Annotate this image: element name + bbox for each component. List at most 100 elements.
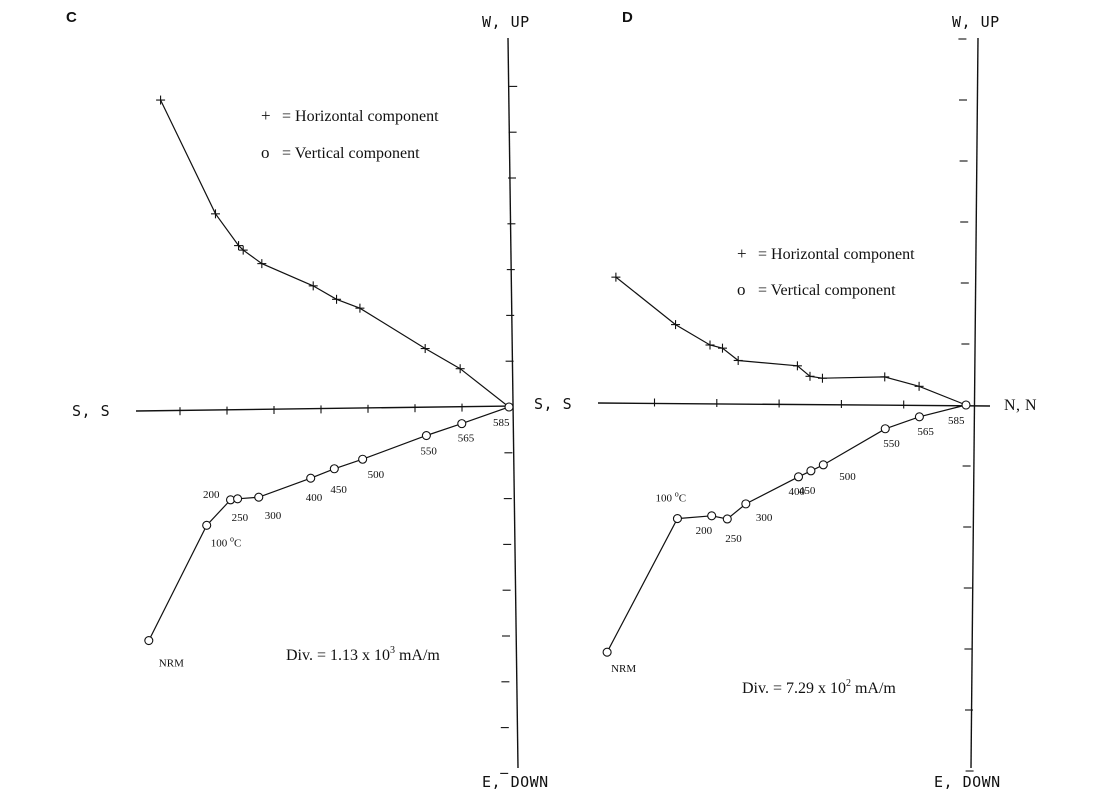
step-label: 300 <box>265 510 282 522</box>
vertical-point <box>421 430 431 441</box>
horizontal-point <box>880 372 890 382</box>
division-note: Div. = 7.29 x 102 mA/m <box>742 678 896 697</box>
vertical-point <box>793 472 804 482</box>
vertical-point <box>306 473 316 483</box>
legend-vertical-symbol: o <box>737 280 746 299</box>
vertical-point <box>457 419 467 429</box>
division-note: Div. = 1.13 x 103 mA/m <box>286 645 440 664</box>
division-exponent: 3 <box>390 645 395 656</box>
vertical-axis <box>507 37 519 769</box>
axis-label-right: N, N <box>1004 397 1037 414</box>
y-axis-ticks <box>500 85 518 774</box>
vertical-point <box>961 400 971 410</box>
division-prefix: Div. = 7.29 x 10 <box>742 680 846 697</box>
horizontal-point <box>332 294 342 304</box>
axis-label-bottom: E, DOWN <box>934 773 1001 791</box>
x-axis-ticks <box>653 398 905 409</box>
step-label: 300 <box>756 512 773 524</box>
division-text: Div. = 1.13 x 103 mA/m <box>286 645 440 664</box>
horizontal-point <box>611 272 621 282</box>
step-label: 200 <box>696 525 713 537</box>
vertical-point <box>818 460 828 470</box>
horizontal-point <box>238 245 248 255</box>
vertical-point <box>202 520 212 530</box>
vertical-point <box>722 514 732 524</box>
division-text: Div. = 7.29 x 102 mA/m <box>742 678 896 697</box>
step-label: 100 oC <box>211 534 242 549</box>
horizontal-point <box>671 320 681 330</box>
axis-label-left: S, S <box>72 402 110 420</box>
legend-horizontal-symbol: + <box>261 106 271 125</box>
division-unit: mA/m <box>395 647 440 664</box>
vertical-point <box>880 424 890 434</box>
horizontal-point <box>455 364 465 374</box>
axis-label-right: S, S <box>534 395 572 413</box>
division-exponent: 2 <box>846 678 851 689</box>
step-label: 550 <box>883 438 900 450</box>
horizontal-axis <box>135 405 513 412</box>
step-label: 400 <box>789 486 806 498</box>
horizontal-point <box>210 209 220 219</box>
vertical-point <box>358 454 368 464</box>
step-label: NRM <box>159 658 184 670</box>
horizontal-point <box>420 344 430 354</box>
step-label: 450 <box>799 485 816 497</box>
vertical-point <box>504 402 514 412</box>
horizontal-point <box>257 259 267 269</box>
step-label: 250 <box>232 512 249 524</box>
vertical-point <box>806 466 816 476</box>
vertical-point <box>233 494 243 504</box>
vertical-point <box>707 511 717 521</box>
division-unit: mA/m <box>851 680 896 697</box>
horizontal-point <box>717 343 727 353</box>
horizontal-point <box>234 241 244 251</box>
vertical-point <box>602 647 612 657</box>
horizontal-point <box>705 340 715 350</box>
horizontal-point <box>792 361 802 371</box>
legend: + = Horizontal component o = Vertical co… <box>737 244 915 299</box>
step-label: 250 <box>725 533 742 545</box>
step-label: 550 <box>420 446 437 458</box>
step-label: 500 <box>839 471 856 483</box>
step-label: 100 oC <box>655 490 686 505</box>
step-label: 585 <box>948 415 965 427</box>
step-label: 450 <box>330 484 347 496</box>
horizontal-point <box>355 303 365 313</box>
legend-vertical-text: = Vertical component <box>282 145 420 162</box>
y-axis-ticks <box>958 38 974 772</box>
vertical-axis <box>970 37 979 769</box>
vertical-point <box>144 636 154 646</box>
horizontal-point <box>156 95 166 105</box>
step-label: 400 <box>306 492 323 504</box>
panel-c: C W, UP E, DOWN S, S S, S + = Horizontal… <box>66 9 572 791</box>
vertical-point <box>914 412 924 422</box>
axis-label-top: W, UP <box>482 13 530 31</box>
legend-horizontal-text: = Horizontal component <box>282 108 439 125</box>
horizontal-point <box>733 355 743 365</box>
axis-label-top: W, UP <box>952 13 1000 31</box>
vertical-point <box>329 464 339 474</box>
vertical-point <box>672 514 682 524</box>
legend-vertical-text: = Vertical component <box>758 282 896 299</box>
step-label: NRM <box>611 663 636 675</box>
horizontal-point <box>308 281 318 291</box>
panel-d: D W, UP E, DOWN N, N + = Horizontal comp… <box>597 9 1037 791</box>
legend-horizontal-symbol: + <box>737 244 747 263</box>
vertical-point <box>254 492 264 502</box>
legend: + = Horizontal component o = Vertical co… <box>261 106 439 162</box>
step-label: 585 <box>493 417 510 429</box>
step-label: 500 <box>368 469 385 481</box>
panel-letter: C <box>66 9 77 26</box>
division-prefix: Div. = 1.13 x 10 <box>286 647 390 664</box>
horizontal-point <box>817 373 827 383</box>
panel-letter: D <box>622 9 633 26</box>
legend-vertical-symbol: o <box>261 143 270 162</box>
x-axis-ticks <box>179 403 463 416</box>
horizontal-point <box>805 371 815 381</box>
vertical-component-line <box>606 404 967 653</box>
horizontal-axis <box>597 402 991 407</box>
axis-label-bottom: E, DOWN <box>482 773 549 791</box>
step-label: 565 <box>917 426 934 438</box>
